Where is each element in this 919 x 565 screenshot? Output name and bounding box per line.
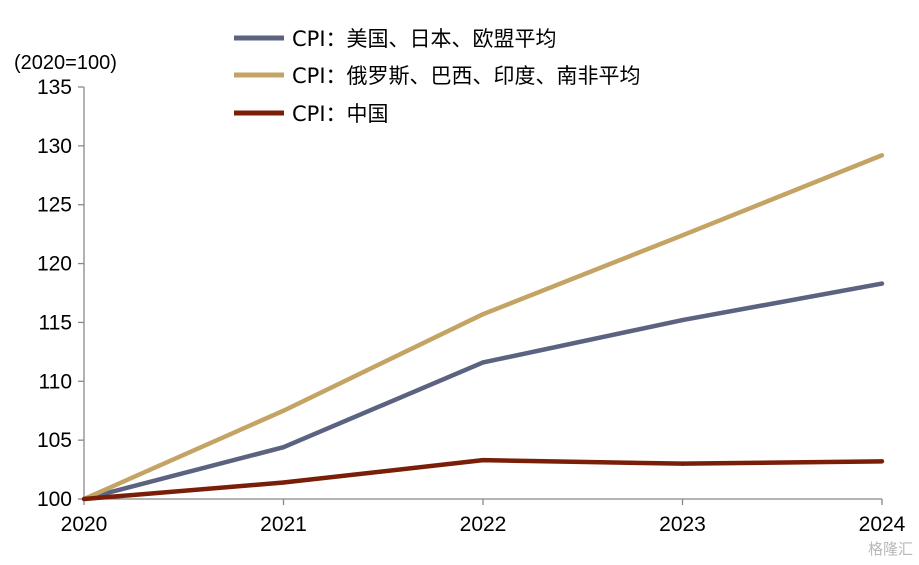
x-tick-label: 2024 — [859, 513, 906, 536]
series-line-1 — [83, 153, 883, 502]
y-tick-label: 105 — [37, 429, 72, 452]
series-1-point — [480, 311, 486, 317]
series-2-point — [81, 496, 87, 502]
series-0-point — [680, 317, 685, 323]
x-tick-label: 2020 — [61, 513, 108, 536]
series-1-point — [281, 408, 286, 413]
legend-label-developed: CPI：美国、日本、欧盟平均 — [292, 27, 557, 51]
series-2-point — [281, 480, 286, 485]
x-tick-label: 2023 — [659, 513, 706, 536]
series-2-point — [879, 459, 885, 464]
y-tick-label: 120 — [37, 253, 72, 276]
y-tick-label: 110 — [39, 370, 72, 393]
legend-label-brics: CPI：俄罗斯、巴西、印度、南非平均 — [292, 64, 641, 88]
legend: CPI：美国、日本、欧盟平均 CPI：俄罗斯、巴西、印度、南非平均 CPI：中国 — [234, 27, 641, 126]
series-0-point — [281, 445, 286, 450]
y-tick-label: 130 — [37, 135, 72, 158]
y-ticks: 100 105 110 115 120 125 130 135 — [37, 76, 84, 511]
series-1-point — [879, 153, 885, 158]
watermark-logo: 格隆汇 — [867, 540, 913, 558]
series-0-point — [480, 360, 486, 365]
x-tick-label: 2021 — [260, 513, 307, 536]
y-axis-unit-label: (2020=100) — [14, 52, 117, 74]
series-2-point — [480, 457, 486, 463]
series-1-point — [680, 233, 685, 238]
series-2-point — [680, 461, 685, 466]
series-0-point — [879, 281, 885, 286]
axes — [83, 87, 882, 500]
series-lines — [81, 153, 885, 502]
y-tick-label: 100 — [37, 488, 72, 511]
y-tick-label: 115 — [39, 311, 72, 334]
y-tick-label: 135 — [37, 76, 72, 99]
y-tick-label: 125 — [37, 194, 72, 217]
x-ticks: 2020 2021 2022 2023 2024 — [61, 499, 906, 536]
x-tick-label: 2022 — [460, 513, 507, 536]
legend-label-china: CPI：中国 — [292, 102, 389, 126]
